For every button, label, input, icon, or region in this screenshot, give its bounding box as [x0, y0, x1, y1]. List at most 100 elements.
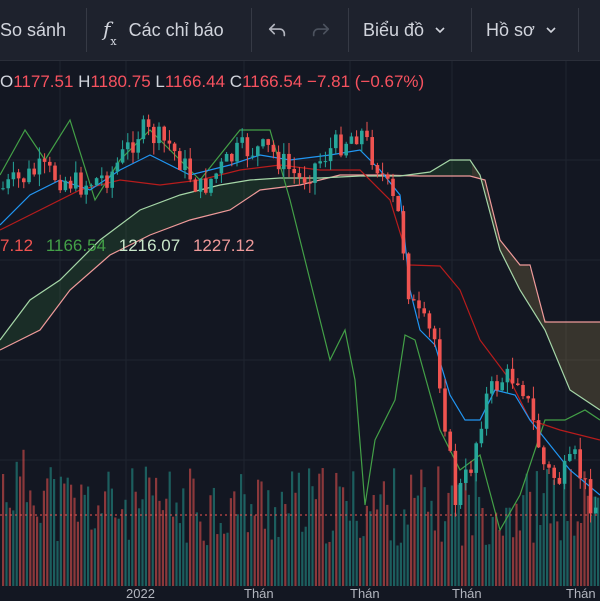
volume-bar — [461, 545, 464, 586]
candle-body — [474, 443, 478, 473]
profile-button[interactable]: Hồ sơ — [472, 0, 578, 60]
volume-bar — [376, 509, 379, 586]
candle-body — [6, 179, 10, 189]
volume-bar — [172, 516, 175, 586]
volume-bar — [532, 542, 535, 586]
time-label-month: Thán — [452, 586, 482, 601]
time-label-month: Thán — [566, 586, 596, 601]
candle-body — [136, 139, 140, 153]
time-label-month: Thán — [350, 586, 380, 601]
volume-bar — [117, 518, 120, 586]
time-label-month: Thán — [244, 586, 274, 601]
ohlc-legend: O1177.51 H1180.75 L1166.44 C1166.54 −7.8… — [0, 72, 424, 92]
volume-bar — [226, 532, 229, 586]
volume-bar — [311, 486, 314, 586]
candle-body — [490, 381, 494, 394]
volume-bar — [212, 487, 215, 586]
volume-bar — [314, 499, 317, 586]
volume-bar — [294, 492, 297, 586]
volume-bar — [552, 479, 555, 586]
indicators-button[interactable]: fx Các chỉ báo — [87, 0, 251, 60]
indicators-label: Các chỉ báo — [128, 19, 224, 40]
volume-bar — [161, 510, 164, 586]
candle-body — [380, 173, 385, 175]
volume-bar — [365, 505, 368, 586]
volume-bar — [2, 474, 5, 586]
volume-bar — [450, 485, 453, 586]
candle-body — [516, 383, 520, 386]
price-chart[interactable] — [0, 61, 600, 586]
volume-bar — [76, 521, 79, 586]
candle-body — [193, 179, 198, 192]
volume-bar — [15, 461, 18, 586]
ichimoku-cloud-bullish — [0, 160, 600, 410]
high-key: H — [78, 72, 91, 91]
chart-type-button[interactable]: Biểu đồ — [349, 0, 471, 60]
candle-body — [552, 467, 556, 478]
volume-bar — [566, 521, 569, 586]
candle-body — [198, 178, 203, 192]
volume-bar — [362, 536, 365, 586]
volume-bar — [90, 529, 93, 586]
volume-bar — [114, 517, 117, 586]
chevron-down-icon — [546, 27, 556, 34]
candle-body — [162, 126, 166, 141]
volume-bar — [515, 503, 518, 586]
volume-bar — [263, 528, 266, 586]
candle-body — [84, 185, 88, 195]
close-value: 1166.54 — [242, 72, 303, 91]
volume-bar — [260, 481, 263, 586]
close-key: C — [229, 72, 243, 91]
candle-body — [53, 165, 57, 181]
ichimoku-legend: 7.12 1166.54 1216.07 1227.12 — [0, 236, 254, 256]
candle-body — [1, 188, 5, 190]
volume-bar — [328, 541, 331, 586]
candle-body — [557, 477, 562, 484]
volume-bar — [39, 522, 42, 586]
volume-bar — [59, 476, 62, 586]
candle-body — [37, 158, 42, 175]
volume-bar — [36, 516, 39, 586]
candle-body — [167, 140, 172, 144]
candle-body — [386, 174, 390, 179]
candle-body — [375, 164, 380, 174]
chikou-span-line — [0, 118, 600, 532]
volume-bar — [233, 491, 236, 586]
candle-body — [318, 161, 322, 164]
volume-bar — [396, 545, 399, 586]
volume-bar — [199, 521, 202, 586]
volume-bar — [393, 468, 396, 586]
volume-bar — [87, 486, 90, 586]
candle-body — [131, 142, 135, 153]
candle-body — [105, 175, 109, 188]
volume-bar — [175, 502, 178, 586]
volume-bar — [471, 535, 474, 586]
volume-bar — [189, 468, 192, 586]
volume-bar — [508, 507, 511, 586]
redo-icon[interactable] — [310, 19, 332, 41]
candle-body — [536, 420, 541, 448]
volume-bar — [498, 530, 501, 586]
volume-bar — [46, 478, 49, 586]
volume-bar — [29, 490, 32, 586]
candle-body — [183, 158, 187, 171]
candle-body — [417, 300, 421, 309]
change-value: −7.81 (−0.67%) — [307, 72, 425, 91]
compare-button[interactable]: So sánh — [0, 0, 86, 60]
candle-body — [484, 393, 489, 429]
top-toolbar: So sánh fx Các chỉ báo Biểu đồ Hồ sơ — [0, 0, 600, 61]
volume-bar — [338, 486, 341, 586]
volume-bar — [491, 517, 494, 586]
volume-bar — [236, 514, 239, 586]
volume-bar — [474, 471, 477, 586]
candle-body — [152, 126, 156, 144]
candle-body — [172, 143, 177, 152]
volume-bar — [274, 507, 277, 586]
volume-bar — [382, 481, 385, 586]
undo-icon[interactable] — [266, 19, 288, 41]
candle-body — [334, 134, 338, 149]
volume-bar — [464, 478, 467, 586]
volume-bar — [73, 497, 76, 586]
volume-bar — [25, 502, 28, 586]
volume-bar — [219, 523, 222, 586]
